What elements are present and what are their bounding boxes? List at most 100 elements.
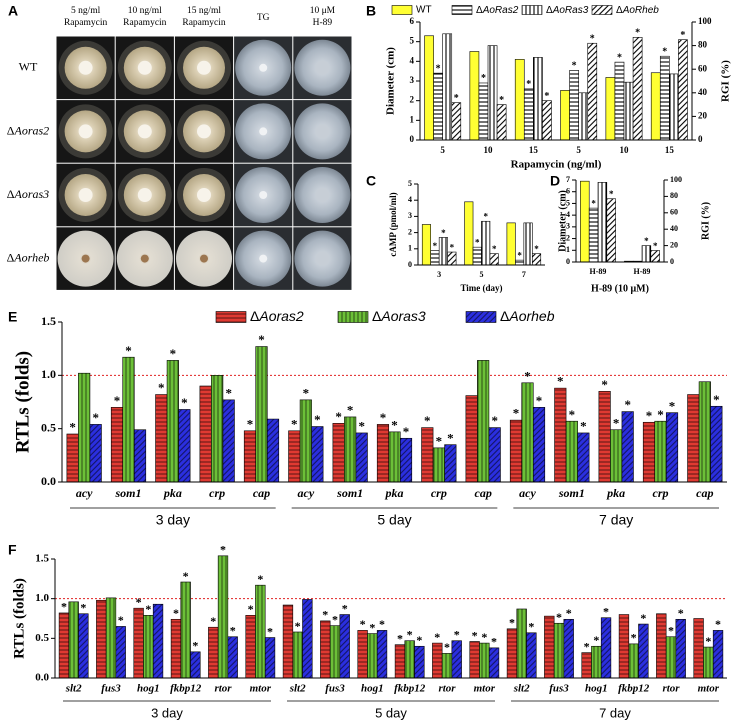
bar [432,642,443,679]
group-label: 7 day [599,512,633,528]
y2-tick-label: 60 [670,208,678,217]
bar [332,423,345,483]
significance-mark: * [584,639,590,653]
plate-photo [56,100,115,163]
bar [388,431,401,483]
x-tick-label: fkbp12 [394,683,426,695]
bar [526,632,537,679]
significance-mark: * [483,212,488,222]
significance-mark: * [447,430,454,445]
bar [703,646,714,679]
bar [78,613,89,679]
bar [665,636,677,679]
bar [299,399,312,483]
bar [469,51,480,141]
bar [367,633,378,679]
bar [329,625,341,679]
bar [414,645,425,679]
significance-mark: * [491,413,498,428]
y-tick-label: 1.0 [35,592,49,604]
bar [222,399,235,483]
bar [621,411,634,483]
bar [442,33,453,141]
colony-center [259,63,268,72]
y-tick-label: 0.0 [41,474,56,488]
significance-mark: * [544,91,549,102]
x-tick-label: rtor [438,683,456,695]
significance-mark: * [593,633,599,647]
bar [424,35,434,141]
x-tick-label: 10 [620,145,630,155]
significance-mark: * [407,628,413,642]
bar [578,92,589,141]
bar [496,104,507,141]
column-header: 10 μM [310,6,336,16]
x-tick-label: acy [519,486,536,500]
bar [533,57,543,141]
significance-mark: * [380,410,387,425]
y-axis-label: RTLs (folds) [11,578,27,659]
x-tick-label: cap [475,486,492,500]
x-tick-label: mtor [698,683,720,695]
legend-swatch [521,5,543,15]
bar [399,437,413,483]
x-tick-label: pka [606,486,625,500]
bar [211,375,224,483]
plate-photo [293,227,352,290]
y-tick-label: 5 [410,36,415,46]
significance-mark: * [513,406,520,421]
bar [282,604,294,679]
significance-mark: * [258,332,265,347]
y-tick-label: 1 [410,114,415,124]
y2-tick-label: 20 [698,110,708,120]
y-tick-label: 4 [408,195,412,204]
plate-photo [234,36,293,100]
y2-tick-label: 80 [670,191,678,200]
x-tick-label: som1 [336,486,363,500]
bar [376,424,390,483]
significance-mark: * [454,93,459,104]
significance-mark: * [267,624,273,638]
significance-mark: * [678,606,684,620]
y-tick-label: 3 [408,211,412,220]
significance-mark: * [526,79,531,90]
significance-mark: * [646,408,653,423]
bar [638,623,649,679]
colony-center [197,124,211,139]
bar [68,601,79,679]
significance-mark: * [475,238,480,248]
plate-photo [293,36,352,100]
significance-mark: * [601,377,608,392]
bar [523,222,533,266]
y2-tick-label: 100 [670,175,682,184]
significance-mark: * [436,63,441,74]
bar [698,381,711,483]
significance-mark: * [617,52,622,63]
bar [712,630,724,679]
y-tick-label: 4 [410,55,415,65]
significance-mark: * [230,624,236,638]
bar [421,224,432,266]
panel-letter: D [550,173,560,189]
bar [542,100,552,141]
significance-mark: * [536,393,543,408]
colony-center [137,60,152,75]
bar [693,618,704,679]
significance-mark: * [631,631,637,645]
significance-mark: * [61,600,67,614]
significance-mark: * [609,189,614,199]
x-tick-label: 3 [437,270,441,279]
colony-center [140,254,149,263]
significance-mark: * [657,407,664,422]
y2-tick-label: 0 [670,257,674,266]
legend-swatch [451,5,473,15]
bar [650,72,661,141]
significance-mark: * [569,407,576,422]
significance-mark: * [173,606,179,620]
x-tick-label: acy [298,486,315,500]
x-tick-label: fkbp12 [618,683,650,695]
bar [632,37,643,141]
y-tick-label: 0 [410,134,415,144]
bar [339,614,350,679]
significance-mark: * [613,415,620,430]
